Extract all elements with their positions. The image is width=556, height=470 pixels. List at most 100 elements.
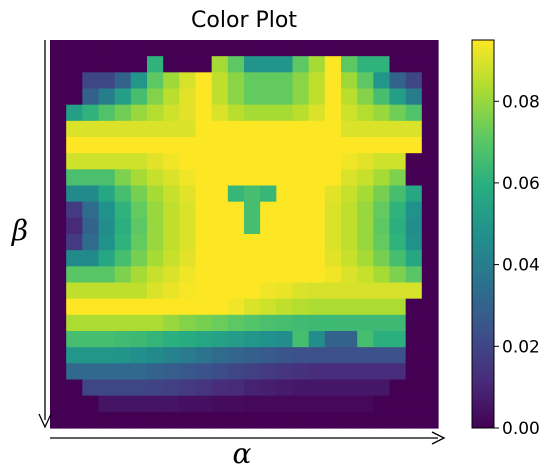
- heatmap-cell: [422, 250, 439, 267]
- heatmap-cell: [422, 40, 439, 57]
- heatmap-cell: [357, 72, 374, 89]
- heatmap-cell: [276, 347, 293, 364]
- heatmap-cell: [163, 218, 180, 235]
- heatmap-cell: [99, 283, 116, 300]
- heatmap-cell: [163, 40, 180, 57]
- heatmap-cell: [309, 105, 326, 122]
- heatmap-cell: [276, 105, 293, 122]
- heatmap-cell: [66, 89, 83, 106]
- heatmap-cell: [131, 89, 148, 106]
- heatmap-cell: [309, 169, 326, 186]
- heatmap-cell: [147, 380, 164, 397]
- heatmap-cell: [293, 234, 310, 251]
- heatmap-cell: [131, 234, 148, 251]
- heatmap-cell: [163, 169, 180, 186]
- heatmap-cell: [179, 186, 196, 203]
- heatmap-cell: [293, 137, 310, 154]
- heatmap-cell: [422, 412, 439, 429]
- heatmap-cell: [244, 347, 261, 364]
- heatmap-cell: [293, 363, 310, 380]
- heatmap-cell: [325, 331, 342, 348]
- heatmap-cell: [244, 202, 261, 219]
- heatmap-cell: [50, 283, 67, 300]
- heatmap-cell: [163, 363, 180, 380]
- heatmap-cell: [309, 299, 326, 316]
- heatmap-cell: [179, 105, 196, 122]
- heatmap-cell: [357, 412, 374, 429]
- heatmap-cell: [99, 153, 116, 170]
- heatmap-cell: [406, 234, 423, 251]
- heatmap-cell: [196, 218, 213, 235]
- heatmap-cell: [390, 218, 407, 235]
- heatmap-cell: [147, 266, 164, 283]
- heatmap-cell: [244, 299, 261, 316]
- heatmap-cell: [115, 347, 132, 364]
- heatmap-cell: [228, 412, 245, 429]
- heatmap-cell: [131, 299, 148, 316]
- heatmap-cell: [66, 234, 83, 251]
- heatmap-cell: [82, 250, 99, 267]
- heatmap-cell: [115, 218, 132, 235]
- heatmap-cell: [293, 315, 310, 332]
- heatmap-cell: [212, 40, 229, 57]
- heatmap-cell: [357, 40, 374, 57]
- heatmap-cell: [196, 89, 213, 106]
- heatmap-cell: [293, 299, 310, 316]
- heatmap-cell: [212, 250, 229, 267]
- heatmap-cell: [341, 186, 358, 203]
- heatmap-cell: [390, 56, 407, 73]
- heatmap-cell: [276, 234, 293, 251]
- heatmap-cell: [115, 412, 132, 429]
- heatmap-cell: [357, 202, 374, 219]
- heatmap-cell: [66, 412, 83, 429]
- heatmap-cell: [373, 153, 390, 170]
- heatmap-cell: [147, 72, 164, 89]
- heatmap-cell: [341, 56, 358, 73]
- heatmap-cell: [309, 72, 326, 89]
- heatmap-cell: [163, 347, 180, 364]
- heatmap-cell: [244, 331, 261, 348]
- heatmap-cell: [115, 121, 132, 138]
- heatmap-cell: [276, 250, 293, 267]
- heatmap-cell: [357, 186, 374, 203]
- heatmap-cell: [147, 186, 164, 203]
- heatmap-cell: [228, 186, 245, 203]
- heatmap-cell: [196, 363, 213, 380]
- heatmap-cell: [163, 315, 180, 332]
- heatmap-cell: [228, 202, 245, 219]
- heatmap-cell: [50, 202, 67, 219]
- heatmap-cell: [212, 266, 229, 283]
- heatmap-cell: [325, 89, 342, 106]
- heatmap-cell: [115, 40, 132, 57]
- heatmap-cell: [260, 250, 277, 267]
- heatmap-cell: [131, 169, 148, 186]
- heatmap-cell: [373, 315, 390, 332]
- heatmap-cell: [50, 169, 67, 186]
- heatmap-cell: [390, 412, 407, 429]
- heatmap-cell: [82, 347, 99, 364]
- heatmap-cell: [99, 137, 116, 154]
- heatmap-cell: [373, 363, 390, 380]
- heatmap-cell: [115, 186, 132, 203]
- heatmap-cell: [325, 396, 342, 413]
- heatmap-cell: [244, 105, 261, 122]
- heatmap-cell: [131, 186, 148, 203]
- heatmap-cell: [50, 89, 67, 106]
- heatmap-cell: [50, 186, 67, 203]
- heatmap-cell: [50, 121, 67, 138]
- heatmap-cell: [212, 363, 229, 380]
- heatmap-cell: [196, 121, 213, 138]
- heatmap-cell: [228, 266, 245, 283]
- heatmap-cell: [147, 218, 164, 235]
- heatmap-cell: [66, 40, 83, 57]
- heatmap-cell: [82, 331, 99, 348]
- heatmap-cell: [131, 283, 148, 300]
- heatmap-cell: [406, 121, 423, 138]
- heatmap-cell: [309, 56, 326, 73]
- heatmap-cell: [244, 40, 261, 57]
- heatmap-cell: [293, 89, 310, 106]
- heatmap-cell: [115, 105, 132, 122]
- heatmap-cell: [276, 331, 293, 348]
- heatmap-cell: [99, 202, 116, 219]
- heatmap-cell: [309, 283, 326, 300]
